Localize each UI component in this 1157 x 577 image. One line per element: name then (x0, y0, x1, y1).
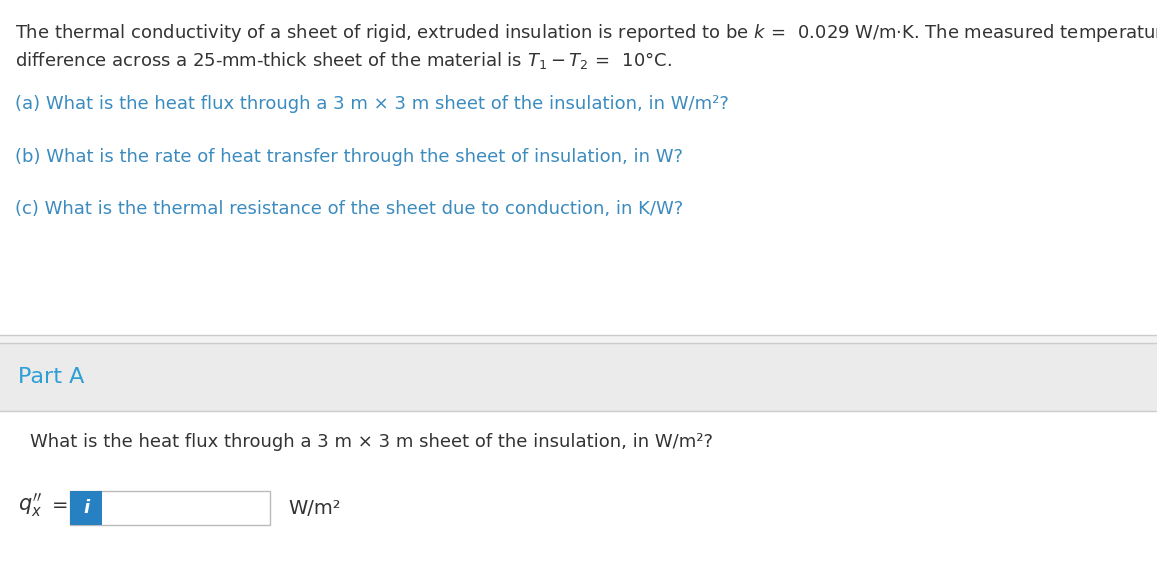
Bar (71, 491, 102, 525)
Text: (b) What is the rate of heat transfer through the sheet of insulation, in W?: (b) What is the rate of heat transfer th… (15, 148, 683, 166)
Text: $q_x^{\prime\prime}$: $q_x^{\prime\prime}$ (19, 491, 42, 519)
Text: W/m²: W/m² (288, 499, 340, 518)
Bar (0, 411, 1157, 577)
Bar (0, 343, 1157, 411)
Text: Part A: Part A (19, 367, 84, 387)
Text: (a) What is the heat flux through a 3 m × 3 m sheet of the insulation, in W/m²?: (a) What is the heat flux through a 3 m … (15, 95, 729, 113)
Text: The thermal conductivity of a sheet of rigid, extruded insulation is reported to: The thermal conductivity of a sheet of r… (15, 22, 1157, 44)
Text: i: i (83, 499, 89, 517)
Bar (0, 0, 1157, 335)
Text: (c) What is the thermal resistance of the sheet due to conduction, in K/W?: (c) What is the thermal resistance of th… (15, 200, 684, 218)
Bar (71, 491, 270, 525)
Text: difference across a 25-mm-thick sheet of the material is $T_1 - T_2\,=\,$ 10°C.: difference across a 25-mm-thick sheet of… (15, 50, 672, 71)
Text: What is the heat flux through a 3 m × 3 m sheet of the insulation, in W/m²?: What is the heat flux through a 3 m × 3 … (30, 433, 713, 451)
Bar (0, 335, 1157, 577)
Text: =: = (52, 496, 68, 515)
